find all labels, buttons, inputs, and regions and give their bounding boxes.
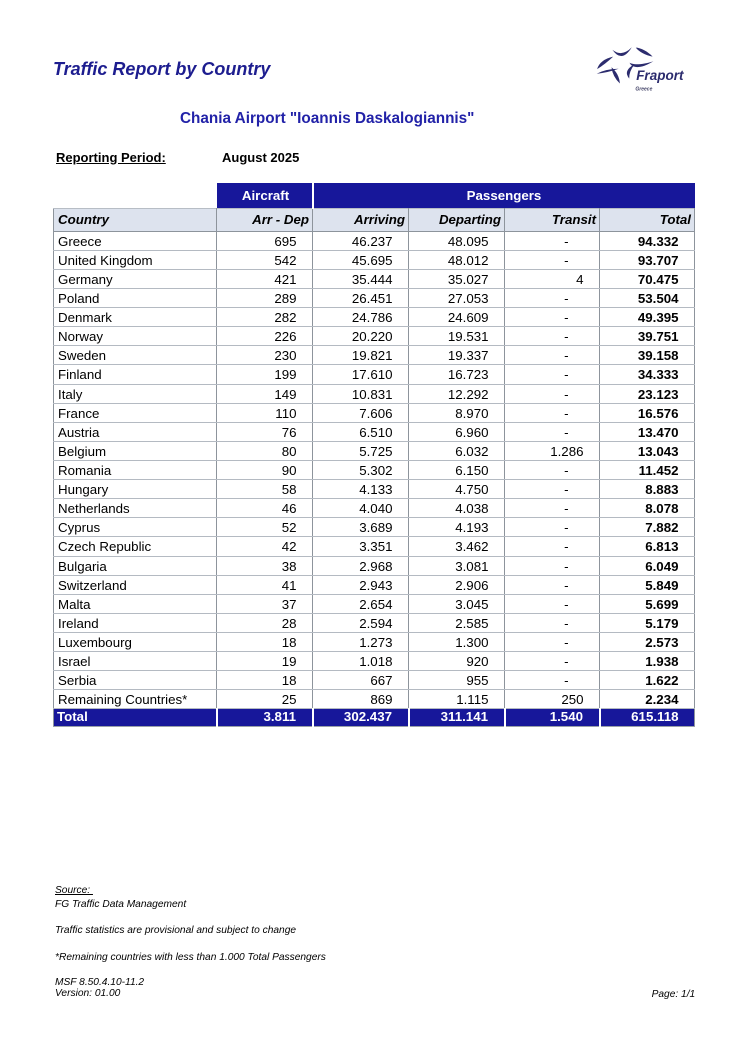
svg-text:Fraport: Fraport: [636, 68, 684, 83]
svg-text:Greece: Greece: [635, 87, 652, 93]
